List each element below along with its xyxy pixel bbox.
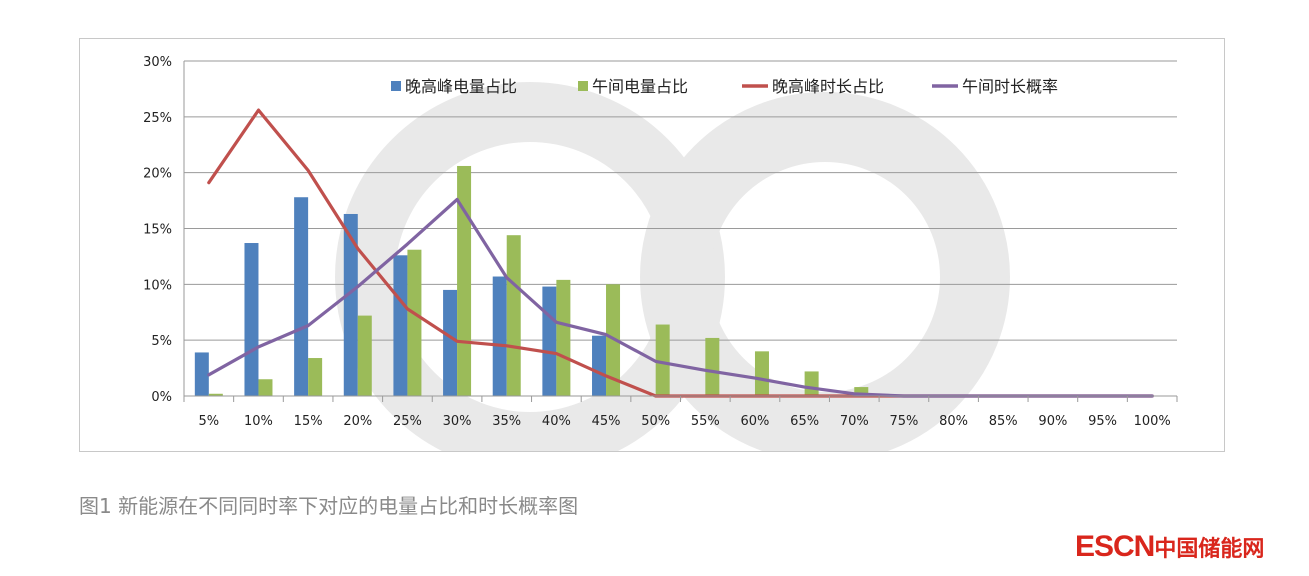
- y-tick-label: 5%: [151, 334, 172, 349]
- bar-evening-energy: [294, 197, 309, 396]
- x-tick-label: 90%: [1038, 414, 1067, 429]
- bar-evening-energy: [343, 213, 358, 396]
- x-tick-label: 50%: [641, 414, 670, 429]
- x-tick-label: 65%: [790, 414, 819, 429]
- bar-noon-energy: [357, 315, 372, 396]
- bar-evening-energy: [443, 289, 458, 396]
- bar-evening-energy: [393, 255, 408, 396]
- x-tick-label: 75%: [889, 414, 918, 429]
- x-tick-label: 60%: [741, 414, 770, 429]
- legend: 晚高峰电量占比 午间电量占比 晚高峰时长占比 午间时长概率: [391, 77, 1058, 96]
- axes: 0% 5% 10% 15% 20% 25% 30% 5% 10% 15% 20% 25% 30% 35% 4…: [143, 55, 1178, 429]
- figure-caption: 图1 新能源在不同同时率下对应的电量占比和时长概率图: [79, 494, 579, 518]
- bar-noon-energy: [407, 249, 422, 396]
- x-tick-label: 45%: [592, 414, 621, 429]
- x-tick-label: 55%: [691, 414, 720, 429]
- bar-noon-energy: [804, 371, 819, 396]
- bar-noon-energy: [506, 235, 521, 396]
- chart: 0% 5% 10% 15% 20% 25% 30% 5% 10% 15% 20% 25% 30% 35% 4…: [143, 55, 1178, 451]
- x-tick-label: 20%: [343, 414, 372, 429]
- bar-noon-energy: [854, 387, 869, 396]
- legend-swatch: [578, 81, 588, 91]
- x-tick-label: 85%: [989, 414, 1018, 429]
- y-tick-label: 25%: [143, 111, 172, 126]
- legend-label: 晚高峰时长占比: [772, 77, 884, 96]
- bar-noon-energy: [655, 324, 670, 396]
- legend-label: 晚高峰电量占比: [405, 77, 517, 96]
- legend-swatch: [391, 81, 401, 91]
- chart-frame: 0% 5% 10% 15% 20% 25% 30% 5% 10% 15% 20% 25% 30% 35% 4…: [79, 38, 1225, 452]
- bar-evening-energy: [244, 243, 259, 396]
- watermark-logo: [335, 82, 1010, 451]
- brand-logo-en: ESCN: [1075, 530, 1155, 563]
- bar-noon-energy: [754, 351, 769, 396]
- y-tick-label: 0%: [151, 390, 172, 405]
- bar-evening-energy: [592, 335, 607, 396]
- brand-logo[interactable]: ESCN中国储能网: [1075, 530, 1264, 564]
- bar-noon-energy: [556, 279, 571, 396]
- bar-evening-energy: [194, 352, 209, 396]
- bar-evening-energy: [492, 276, 507, 396]
- x-tick-label: 70%: [840, 414, 869, 429]
- x-tick-label: 30%: [443, 414, 472, 429]
- bar-noon-energy: [308, 358, 323, 396]
- x-tick-label: 100%: [1134, 414, 1171, 429]
- bar-noon-energy: [705, 337, 720, 396]
- y-tick-label: 10%: [143, 278, 172, 293]
- bar-noon-energy: [208, 393, 223, 396]
- x-tick-label: 40%: [542, 414, 571, 429]
- legend-label: 午间时长概率: [962, 77, 1058, 96]
- y-tick-label: 30%: [143, 55, 172, 70]
- x-tick-label: 80%: [939, 414, 968, 429]
- bar-evening-energy: [542, 286, 557, 396]
- legend-label: 午间电量占比: [592, 77, 688, 96]
- brand-logo-cn: 中国储能网: [1154, 537, 1265, 562]
- bar-noon-energy: [258, 379, 273, 396]
- x-tick-label: 95%: [1088, 414, 1117, 429]
- y-tick-label: 20%: [143, 167, 172, 182]
- x-tick-label: 15%: [294, 414, 323, 429]
- x-tick-label: 35%: [492, 414, 521, 429]
- y-tick-label: 15%: [143, 223, 172, 238]
- watermark-o-shape: [640, 92, 1010, 451]
- x-tick-label: 25%: [393, 414, 422, 429]
- x-tick-label: 5%: [199, 414, 220, 429]
- bars: [194, 165, 869, 396]
- bar-noon-energy: [457, 165, 472, 396]
- x-tick-label: 10%: [244, 414, 273, 429]
